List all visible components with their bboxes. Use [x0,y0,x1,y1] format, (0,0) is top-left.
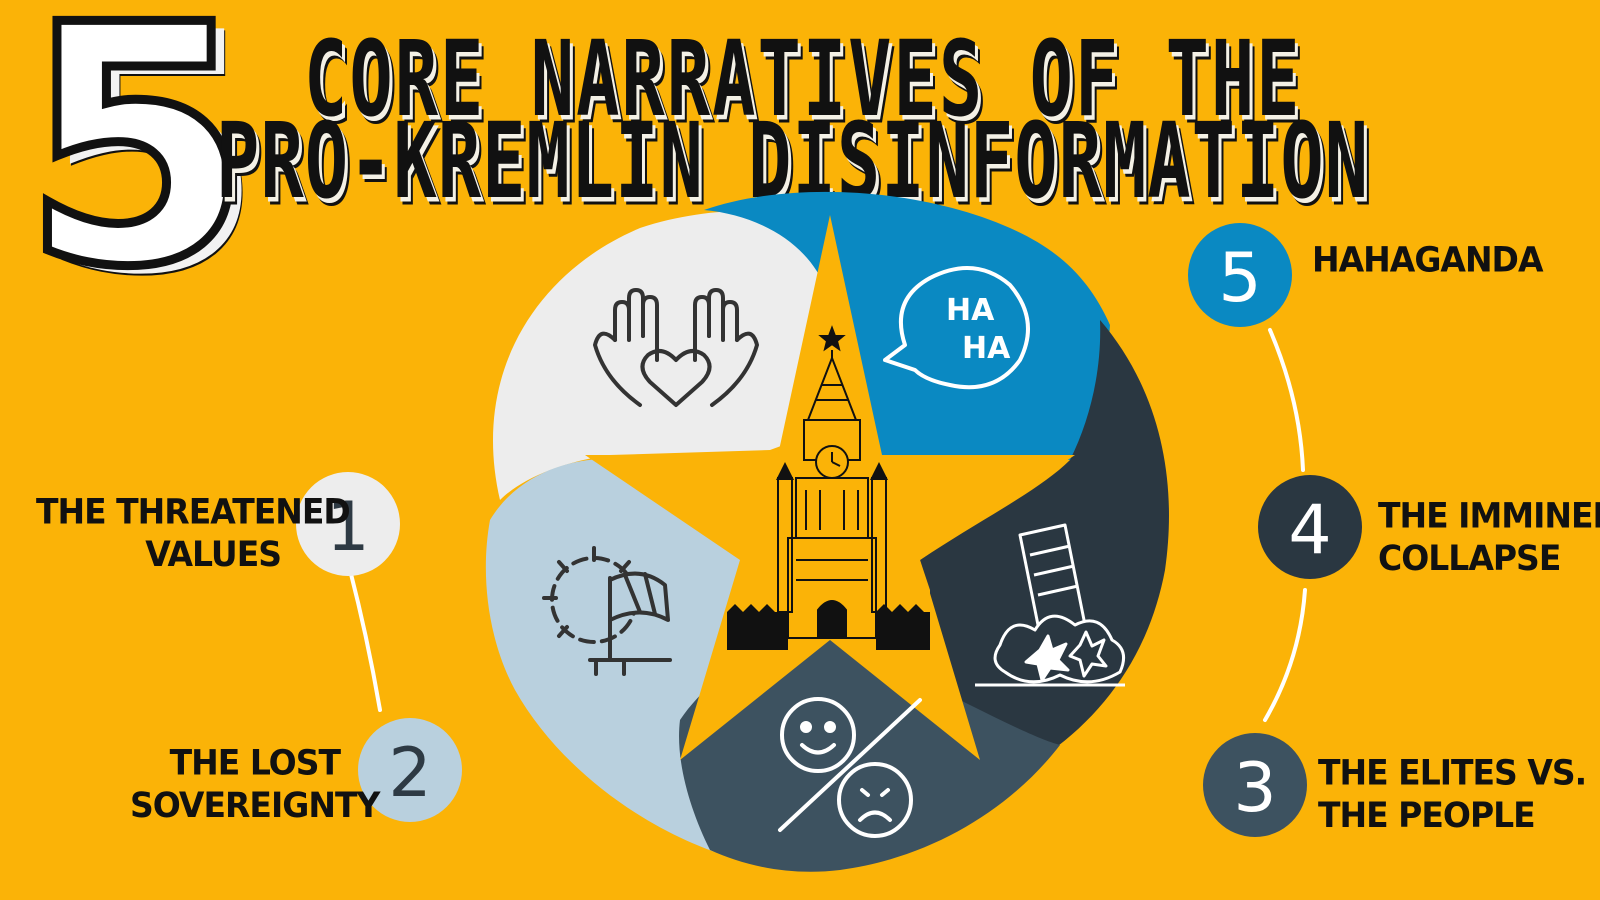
label-threatened-values: THE THREATENED VALUES [36,490,351,576]
label-5-line-1: HAHAGANDA [1312,238,1543,281]
connector-4-3 [1263,588,1307,722]
label-3-line-2: THE PEOPLE [1318,794,1536,836]
label-1-line-1: THE THREATENED [36,490,351,532]
collapsing-building-icon [975,523,1126,687]
label-elites-vs-people: THE ELITES VS. THE PEOPLE [1318,751,1587,837]
number-circle-5: 5 [1188,223,1292,327]
label-4-line-2: COLLAPSE [1378,537,1561,579]
label-2-line-1: THE LOST [169,741,341,783]
label-imminent-collapse: THE IMMINENT COLLAPSE [1378,495,1600,580]
kremlin-wall [727,462,930,650]
ha-text-2: HA [962,331,1011,366]
connector-1-2 [348,568,382,712]
label-lost-sovereignty: THE LOST SOVEREIGNTY [130,741,380,827]
label-hahaganda: HAHAGANDA [1312,239,1543,281]
number-circle-3: 3 [1203,733,1307,837]
gear-flag-icon [542,546,672,676]
segment-hahaganda [704,191,1110,460]
number-circle-4: 4 [1258,475,1362,579]
number-circle-2: 2 [358,718,462,822]
label-1-line-2: VALUES [145,533,282,575]
connector-5-4 [1268,328,1305,472]
ha-ha-speech-bubble-icon: HA HA [883,266,1030,390]
number-2: 2 [388,734,431,813]
number-circle-1: 1 [296,472,400,576]
title-line-1: CORE NARRATIVES OF THE [304,18,1302,140]
number-3: 3 [1233,749,1276,828]
kremlin-tower-icon [787,325,877,639]
label-4-line-1: THE IMMINENT [1378,494,1600,536]
label-2-line-2: SOVEREIGNTY [130,784,380,826]
number-5: 5 [1218,239,1261,318]
number-1: 1 [326,488,369,567]
big-number-five: 5 [18,0,257,339]
hands-heart-icon [593,288,759,407]
number-4: 4 [1288,491,1331,570]
ha-text-1: HA [946,293,995,328]
label-3-line-1: THE ELITES VS. [1318,751,1587,793]
happy-sad-faces-icon [778,697,922,838]
